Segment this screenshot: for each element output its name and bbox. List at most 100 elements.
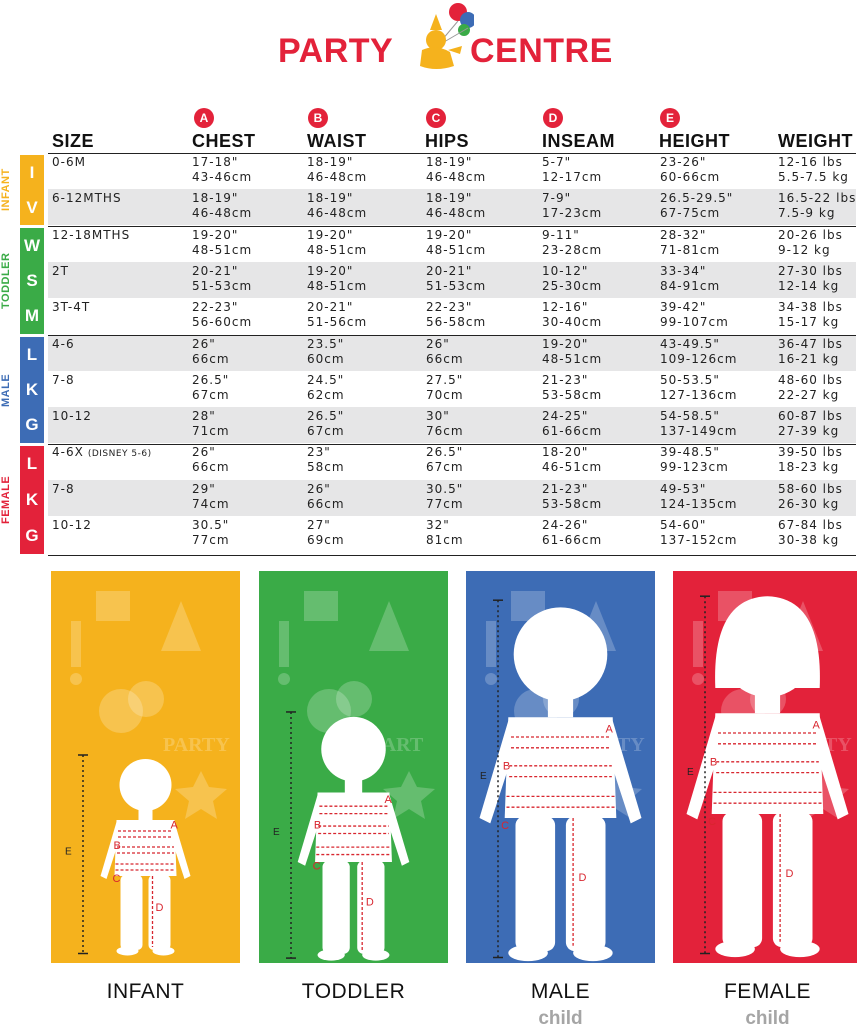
svg-text:C: C [708,816,716,828]
hips-metric: 81cm [426,533,464,547]
size-value: 7-8 [52,481,75,496]
weight-metric: 7.5-9 kg [778,206,836,221]
weight-metric: 12-14 kg [778,278,840,293]
group-color-bar [20,337,44,443]
cell-weight: 67-84 lbs 30-38 kg [778,518,843,548]
chest-imperial: 20-21" [192,263,239,278]
male-figure: PARTY A B C D E [466,571,655,963]
table-row: 4-6 26" 66cm 23.5" 60cm 26" 66cm 19-20" 48-51cm 4… [48,334,856,371]
waist-imperial: 18-19" [307,191,354,206]
svg-text:C: C [113,873,121,885]
panel-caption: MALE [530,980,591,1003]
group-size-code: G [25,526,39,545]
svg-text:B: B [503,760,510,772]
cell-inseam: 7-9" 17-23cm [542,191,602,221]
cell-inseam: 19-20" 48-51cm [542,337,602,367]
cell-weight: 16.5-22 lbs 7.5-9 kg [778,191,856,221]
height-metric: 137-152cm [660,533,738,547]
cell-waist: 23" 58cm [307,445,345,475]
inseam-imperial: 24-26" [542,518,589,532]
group-label: INFANT [0,168,12,212]
logo-centre-text: CENTRE [470,32,613,70]
letter-badge-b: B [308,108,328,128]
header-size: SIZE [52,131,95,151]
svg-text:C: C [313,860,321,872]
group-color-bar [20,155,44,225]
weight-imperial: 34-38 lbs [778,300,843,315]
weight-imperial: 12-16 lbs [778,155,843,169]
inseam-imperial: 12-16" [542,300,589,315]
hips-imperial: 27.5" [426,372,464,387]
inseam-imperial: 19-20" [542,336,589,351]
cell-waist: 19-20" 48-51cm [307,264,367,294]
hips-metric: 70cm [426,387,464,402]
cell-hips: 32" 81cm [426,518,464,548]
chest-imperial: 22-23" [192,300,239,315]
cell-waist: 26" 66cm [307,482,345,512]
cell-weight: 36-47 lbs 16-21 kg [778,337,843,367]
svg-text:B: B [314,820,321,832]
inseam-metric: 53-58cm [542,496,603,511]
cell-chest: 28" 71cm [192,409,230,439]
waist-metric: 48-51cm [307,278,368,293]
inseam-metric: 53-58cm [542,387,603,402]
svg-text:E: E [65,846,72,857]
cell-inseam: 9-11" 23-28cm [542,228,602,258]
waist-metric: 66cm [307,496,345,511]
size-value: 0-6M [52,155,86,169]
waist-metric: 60cm [307,351,345,366]
cell-waist: 24.5" 62cm [307,373,345,403]
cell-height: 33-34" 84-91cm [660,264,720,294]
height-imperial: 26.5-29.5" [660,191,734,206]
hips-metric: 51-53cm [426,278,487,293]
height-metric: 71-81cm [660,242,721,257]
letter-badge-d: D [543,108,563,128]
cell-inseam: 5-7" 12-17cm [542,155,602,185]
waist-imperial: 23.5" [307,336,345,351]
weight-metric: 22-27 kg [778,387,840,402]
hips-metric: 56-58cm [426,315,487,330]
waist-imperial: 19-20" [307,263,354,278]
height-imperial: 43-49.5" [660,336,720,351]
inseam-imperial: 24-25" [542,409,589,424]
cell-height: 23-26" 60-66cm [660,155,720,185]
group-size-code: K [25,380,39,399]
svg-text:D: D [579,872,587,884]
inseam-imperial: 21-23" [542,372,589,387]
cell-height: 43-49.5" 109-126cm [660,337,737,367]
chest-metric: 77cm [192,533,230,547]
waist-metric: 46-48cm [307,206,368,221]
waist-imperial: 27" [307,518,331,532]
header-height: HEIGHT [659,131,731,151]
cell-weight: 60-87 lbs 27-39 kg [778,409,843,439]
group-size-code: V [26,197,38,217]
size-note: (DISNEY 5-6) [87,449,152,460]
size-value: 3T-4T [52,300,91,315]
cell-waist: 18-19" 46-48cm [307,191,367,221]
panel-caption: TODDLER [301,980,406,1003]
cell-inseam: 18-20" 46-51cm [542,445,602,475]
cell-chest: 17-18" 43-46cm [192,155,252,185]
panel-caption: INFANT [106,980,185,1003]
svg-text:E: E [273,827,280,838]
svg-text:D: D [366,896,374,908]
weight-metric: 16-21 kg [778,351,840,366]
group-size-code: G [25,415,39,435]
weight-imperial: 67-84 lbs [778,518,843,532]
svg-text:D: D [156,902,164,914]
cell-height: 39-42" 99-107cm [660,300,729,330]
cell-size: 12-18MTHS [52,228,130,243]
height-metric: 99-123cm [660,460,729,475]
cell-weight: 27-30 lbs 12-14 kg [778,264,843,294]
mascot-balloons-icon [420,3,474,69]
height-metric: 60-66cm [660,170,721,184]
weight-imperial: 36-47 lbs [778,336,843,351]
table-header: SIZE CHEST WAIST HIPS INSEAM HEIGHT WEIG… [0,131,857,151]
chest-metric: 74cm [192,496,230,511]
table-divider [48,555,856,556]
cell-chest: 18-19" 46-48cm [192,191,252,221]
height-imperial: 28-32" [660,227,707,242]
height-metric: 124-135cm [660,496,738,511]
table-row: 12-18MTHS 19-20" 48-51cm 19-20" 48-51cm 19-20… [48,226,856,262]
cell-hips: 20-21" 51-53cm [426,264,486,294]
